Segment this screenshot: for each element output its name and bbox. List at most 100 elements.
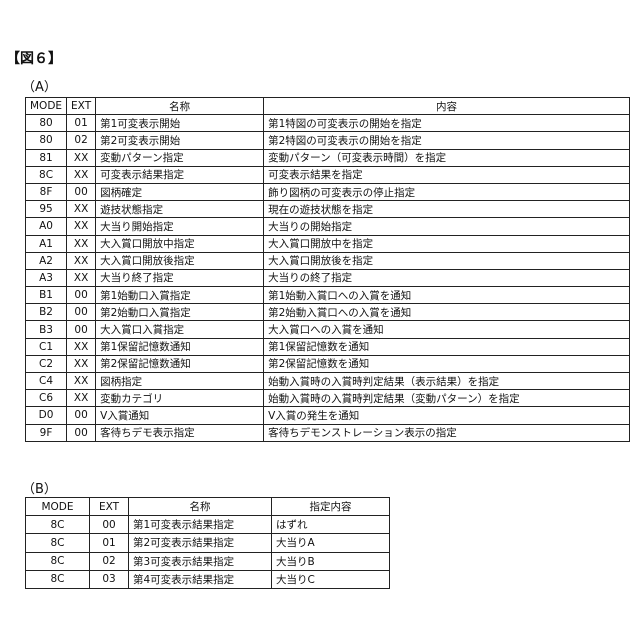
mode-cell: 8C: [26, 166, 67, 183]
ext-cell: XX: [67, 373, 96, 390]
table-row: 8CXX可変表示結果指定可変表示結果を指定: [26, 166, 630, 183]
column-header: 指定内容: [272, 498, 390, 516]
mode-cell: B1: [26, 287, 67, 304]
table-row: B200第2始動口入賞指定第2始動入賞口への入賞を通知: [26, 304, 630, 321]
name-cell: 大入賞口入賞指定: [96, 321, 264, 338]
name-cell: 第1始動口入賞指定: [96, 287, 264, 304]
content-cell: 大当りの開始指定: [264, 218, 630, 235]
name-cell: 図柄指定: [96, 373, 264, 390]
table-row: D000V入賞通知V入賞の発生を通知: [26, 407, 630, 424]
content-cell: 客待ちデモンストレーション表示の指定: [264, 424, 630, 441]
content-cell: はずれ: [272, 516, 390, 534]
content-cell: 第2特図の可変表示の開始を指定: [264, 132, 630, 149]
figure-label: 【図６】: [6, 48, 62, 68]
ext-cell: 00: [67, 183, 96, 200]
mode-cell: C4: [26, 373, 67, 390]
command-table-a: MODEEXT名称内容 8001第1可変表示開始第1特図の可変表示の開始を指定8…: [25, 97, 630, 442]
table-row: 8F00図柄確定飾り図柄の可変表示の停止指定: [26, 183, 630, 200]
content-cell: V入賞の発生を通知: [264, 407, 630, 424]
content-cell: 可変表示結果を指定: [264, 166, 630, 183]
name-cell: 第2始動口入賞指定: [96, 304, 264, 321]
mode-cell: C6: [26, 390, 67, 407]
mode-cell: 8C: [26, 570, 90, 588]
content-cell: 変動パターン（可変表示時間）を指定: [264, 149, 630, 166]
name-cell: 変動カテゴリ: [96, 390, 264, 407]
column-header: EXT: [90, 498, 129, 516]
table-row: C1XX第1保留記憶数通知第1保留記憶数を通知: [26, 338, 630, 355]
name-cell: 第2可変表示開始: [96, 132, 264, 149]
content-cell: 大当りB: [272, 552, 390, 570]
table-row: B100第1始動口入賞指定第1始動入賞口への入賞を通知: [26, 287, 630, 304]
ext-cell: XX: [67, 166, 96, 183]
name-cell: 第3可変表示結果指定: [129, 552, 272, 570]
table-header-row: MODEEXT名称内容: [26, 98, 630, 115]
content-cell: 大入賞口開放後を指定: [264, 252, 630, 269]
table-row: 9F00客待ちデモ表示指定客待ちデモンストレーション表示の指定: [26, 424, 630, 441]
mode-cell: 80: [26, 115, 67, 132]
ext-cell: 00: [67, 287, 96, 304]
mode-cell: A0: [26, 218, 67, 235]
mode-cell: 8C: [26, 534, 90, 552]
name-cell: 変動パターン指定: [96, 149, 264, 166]
name-cell: 遊技状態指定: [96, 201, 264, 218]
name-cell: 図柄確定: [96, 183, 264, 200]
ext-cell: 01: [90, 534, 129, 552]
content-cell: 第1始動入賞口への入賞を通知: [264, 287, 630, 304]
content-cell: 始動入賞時の入賞時判定結果（表示結果）を指定: [264, 373, 630, 390]
table-row: A1XX大入賞口開放中指定大入賞口開放中を指定: [26, 235, 630, 252]
column-header: EXT: [67, 98, 96, 115]
column-header: MODE: [26, 498, 90, 516]
content-cell: 大当りA: [272, 534, 390, 552]
name-cell: 第4可変表示結果指定: [129, 570, 272, 588]
content-cell: 第1保留記憶数を通知: [264, 338, 630, 355]
table-row: C4XX図柄指定始動入賞時の入賞時判定結果（表示結果）を指定: [26, 373, 630, 390]
name-cell: 大入賞口開放中指定: [96, 235, 264, 252]
name-cell: V入賞通知: [96, 407, 264, 424]
table-row: 95XX遊技状態指定現在の遊技状態を指定: [26, 201, 630, 218]
name-cell: 大当り終了指定: [96, 269, 264, 286]
ext-cell: 00: [67, 407, 96, 424]
content-cell: 大入賞口への入賞を通知: [264, 321, 630, 338]
ext-cell: 00: [67, 424, 96, 441]
content-cell: 第2始動入賞口への入賞を通知: [264, 304, 630, 321]
ext-cell: XX: [67, 338, 96, 355]
content-cell: 大当りの終了指定: [264, 269, 630, 286]
table-row: 81XX変動パターン指定変動パターン（可変表示時間）を指定: [26, 149, 630, 166]
content-cell: 飾り図柄の可変表示の停止指定: [264, 183, 630, 200]
name-cell: 大当り開始指定: [96, 218, 264, 235]
mode-cell: B3: [26, 321, 67, 338]
column-header: 内容: [264, 98, 630, 115]
content-cell: 始動入賞時の入賞時判定結果（変動パターン）を指定: [264, 390, 630, 407]
ext-cell: 00: [67, 321, 96, 338]
mode-cell: C2: [26, 355, 67, 372]
mode-cell: 9F: [26, 424, 67, 441]
table-row: A3XX大当り終了指定大当りの終了指定: [26, 269, 630, 286]
name-cell: 第2保留記憶数通知: [96, 355, 264, 372]
name-cell: 第1可変表示結果指定: [129, 516, 272, 534]
column-header: MODE: [26, 98, 67, 115]
ext-cell: XX: [67, 218, 96, 235]
mode-cell: 8C: [26, 552, 90, 570]
name-cell: 第1保留記憶数通知: [96, 338, 264, 355]
mode-cell: C1: [26, 338, 67, 355]
table-row: A0XX大当り開始指定大当りの開始指定: [26, 218, 630, 235]
table-row: A2XX大入賞口開放後指定大入賞口開放後を指定: [26, 252, 630, 269]
ext-cell: 03: [90, 570, 129, 588]
table-row: C2XX第2保留記憶数通知第2保留記憶数を通知: [26, 355, 630, 372]
mode-cell: A2: [26, 252, 67, 269]
mode-cell: 81: [26, 149, 67, 166]
ext-cell: 02: [67, 132, 96, 149]
name-cell: 可変表示結果指定: [96, 166, 264, 183]
name-cell: 客待ちデモ表示指定: [96, 424, 264, 441]
ext-cell: 01: [67, 115, 96, 132]
name-cell: 第1可変表示開始: [96, 115, 264, 132]
table-row: 8002第2可変表示開始第2特図の可変表示の開始を指定: [26, 132, 630, 149]
ext-cell: XX: [67, 235, 96, 252]
ext-cell: XX: [67, 390, 96, 407]
ext-cell: 00: [90, 516, 129, 534]
content-cell: 第2保留記憶数を通知: [264, 355, 630, 372]
content-cell: 大入賞口開放中を指定: [264, 235, 630, 252]
mode-cell: B2: [26, 304, 67, 321]
ext-cell: XX: [67, 149, 96, 166]
mode-cell: 8C: [26, 516, 90, 534]
